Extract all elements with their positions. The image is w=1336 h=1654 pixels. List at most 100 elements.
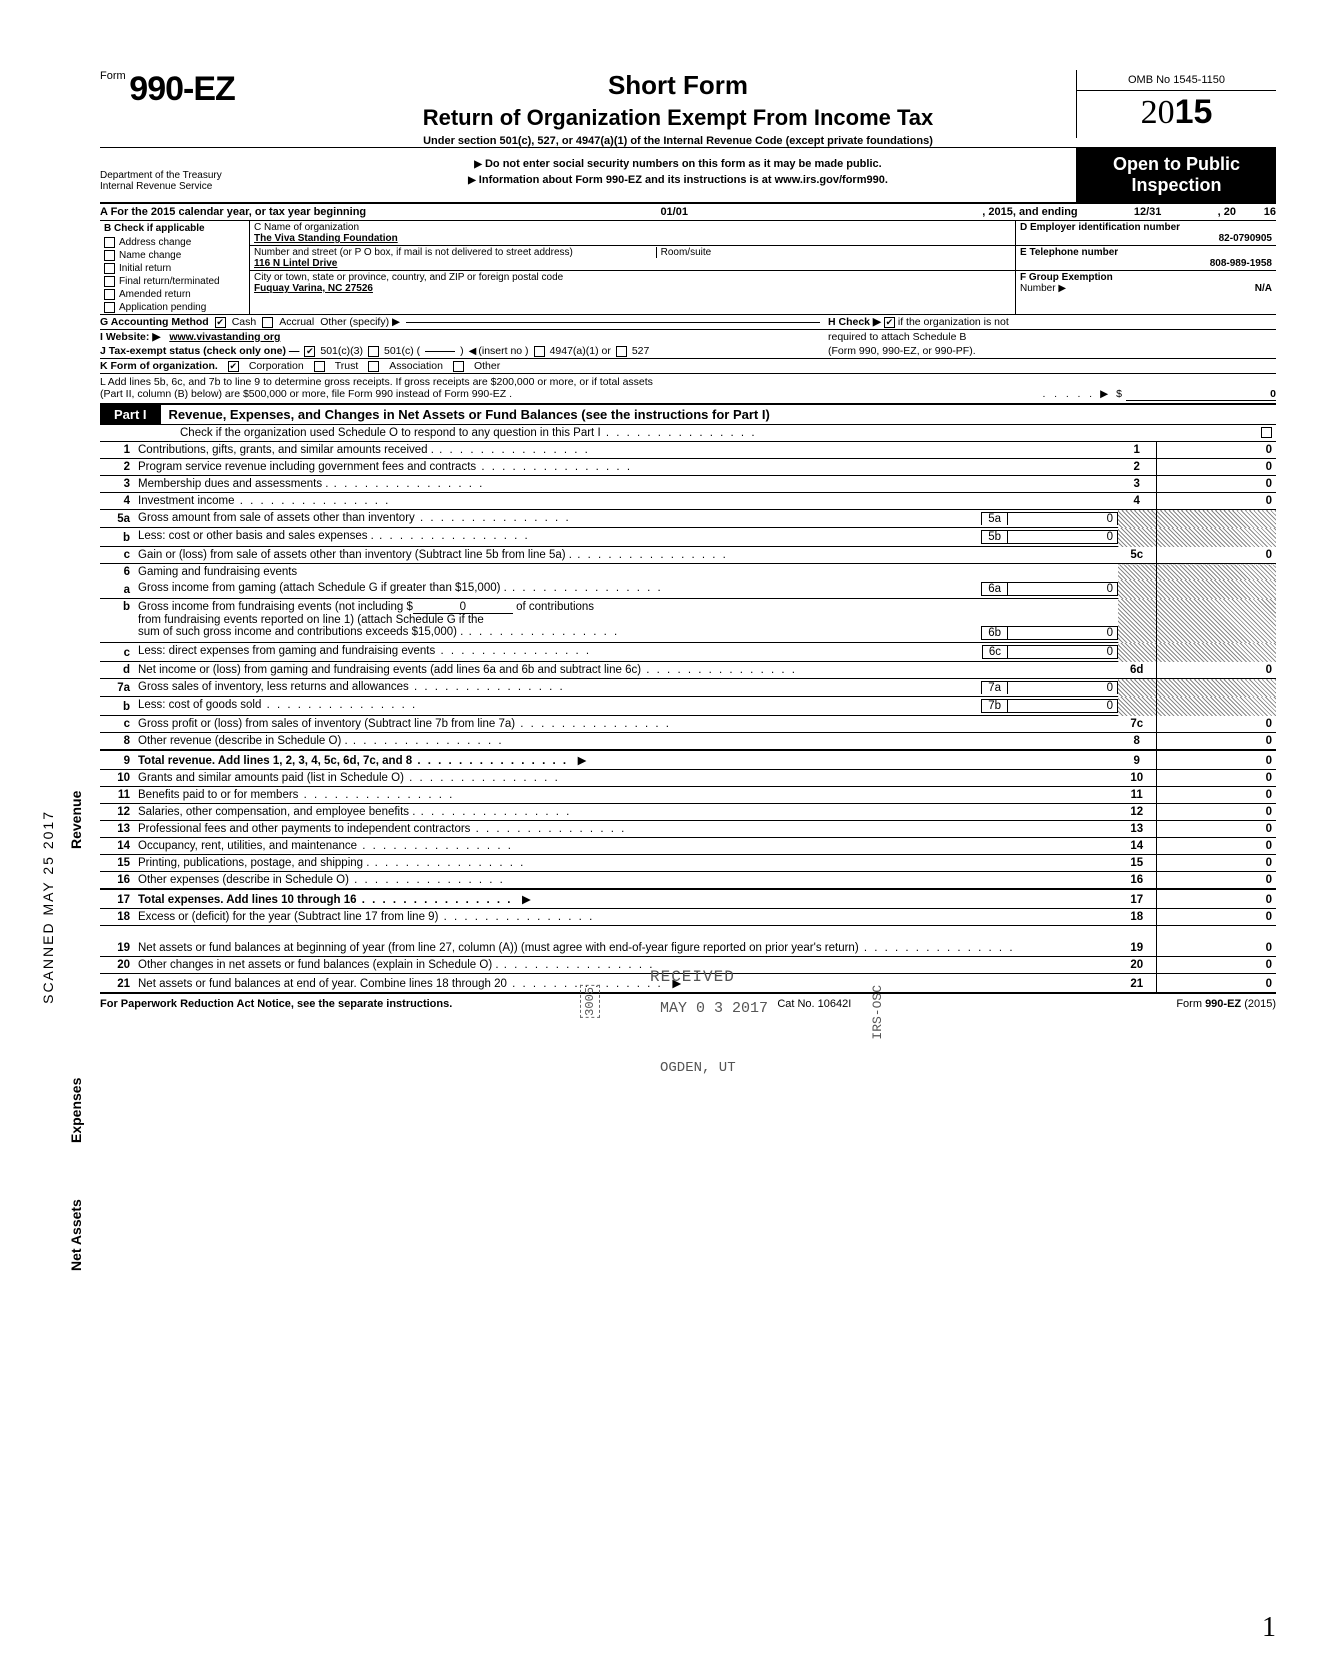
info-link: Information about Form 990-EZ and its in… — [280, 174, 1076, 186]
form-ref: Form 990-EZ (2015) — [1176, 998, 1276, 1010]
l-dollar: $ — [1116, 388, 1122, 401]
line-10: 10Grants and similar amounts paid (list … — [100, 770, 1276, 787]
dept-block: Department of the Treasury Internal Reve… — [100, 148, 280, 202]
line-16: 16Other expenses (describe in Schedule O… — [100, 872, 1276, 890]
part-1-header: Part I Revenue, Expenses, and Changes in… — [100, 403, 1276, 425]
form-number: 990-EZ — [129, 70, 235, 108]
website-value: www.vivastanding org — [169, 331, 280, 343]
checkbox-icon[interactable] — [104, 237, 115, 248]
phone-value: 808-989-1958 — [1020, 258, 1272, 269]
ein-value: 82-0790905 — [1020, 233, 1272, 244]
ssn-warning: Do not enter social security numbers on … — [280, 158, 1076, 170]
chk-pending[interactable]: Application pending — [100, 301, 249, 314]
chk-address[interactable]: Address change — [100, 236, 249, 249]
chk-other-org[interactable] — [453, 361, 464, 372]
street-label: Number and street (or P O box, if mail i… — [254, 247, 573, 258]
checkbox-icon[interactable] — [104, 289, 115, 300]
part-1-check-row: Check if the organization used Schedule … — [100, 425, 1276, 442]
l-line2-row: (Part II, column (B) below) are $500,000… — [100, 388, 1276, 401]
chk-corp[interactable]: ✔ — [228, 361, 239, 372]
c-name-block: C Name of organization The Viva Standing… — [250, 221, 1015, 246]
header-row2: Department of the Treasury Internal Reve… — [100, 147, 1276, 202]
line-a-yr: 16 — [1236, 206, 1276, 218]
org-name: The Viva Standing Foundation — [254, 233, 1011, 244]
row-g-h: G Accounting Method ✔Cash Accrual Other … — [100, 315, 1276, 330]
d-block: D Employer identification number 82-0790… — [1016, 221, 1276, 246]
f-label2: Number ▶ — [1020, 283, 1066, 294]
part-1-tag: Part I — [100, 405, 161, 424]
checkbox-icon[interactable] — [104, 250, 115, 261]
f-label: F Group Exemption — [1020, 272, 1113, 283]
dept-treasury: Department of the Treasury — [100, 170, 280, 181]
l-dots: . . . . . — [512, 388, 1092, 401]
line-6b: b Gross income from fundraising events (… — [100, 599, 1276, 643]
city-label: City or town, state or province, country… — [254, 272, 1011, 283]
stamp-3005: 3005 — [580, 985, 600, 1018]
row-i-h2: I Website: ▶ www.vivastanding org requir… — [100, 330, 1276, 344]
line-18: 18Excess or (deficit) for the year (Subt… — [100, 909, 1276, 926]
line-11: 11Benefits paid to or for members110 — [100, 787, 1276, 804]
irs-osc-stamp: IRS-OSC — [870, 985, 885, 1040]
checkbox-icon[interactable] — [104, 276, 115, 287]
open-public-2: Inspection — [1081, 175, 1272, 196]
open-to-public: Open to Public Inspection — [1076, 148, 1276, 202]
chk-amended[interactable]: Amended return — [100, 288, 249, 301]
chk-501c[interactable] — [368, 346, 379, 357]
form-header: Form 990-EZ Short Form Return of Organiz… — [100, 70, 1276, 147]
tab-revenue: Revenue — [68, 720, 84, 920]
irs-label: Internal Revenue Service — [100, 181, 280, 192]
l-value: 0 — [1126, 388, 1276, 401]
ghijkl-block: G Accounting Method ✔Cash Accrual Other … — [100, 315, 1276, 403]
line-15: 15Printing, publications, postage, and s… — [100, 855, 1276, 872]
city-value: Fuquay Varina, NC 27526 — [254, 283, 1011, 294]
line-a-begin: 01/01 — [366, 206, 982, 218]
chk-527[interactable] — [616, 346, 627, 357]
omb-year-block: OMB No 1545-1150 2015 — [1076, 70, 1276, 138]
chk-assoc[interactable] — [368, 361, 379, 372]
checkbox-icon[interactable] — [104, 263, 115, 274]
other-line — [406, 322, 820, 323]
cat-no: Cat No. 10642I — [777, 998, 851, 1010]
lines-table: 1Contributions, gifts, grants, and simil… — [100, 442, 1276, 994]
chk-4947[interactable] — [534, 346, 545, 357]
chk-accrual[interactable] — [262, 317, 273, 328]
chk-final[interactable]: Final return/terminated — [100, 275, 249, 288]
d-label: D Employer identification number — [1020, 222, 1272, 233]
part-1-checkbox[interactable] — [1261, 427, 1272, 438]
line-8: 8Other revenue (describe in Schedule O) … — [100, 733, 1276, 751]
room-label: Room/suite — [656, 247, 712, 258]
handwritten-page-number: 1 — [1262, 1612, 1276, 1644]
line-2: 2Program service revenue including gover… — [100, 459, 1276, 476]
l-line2: (Part II, column (B) below) are $500,000… — [100, 388, 512, 401]
street-value: 116 N Lintel Drive — [254, 258, 1011, 269]
instructions-block: Do not enter social security numbers on … — [280, 148, 1076, 202]
chk-h[interactable]: ✔ — [884, 317, 895, 328]
chk-initial[interactable]: Initial return — [100, 262, 249, 275]
chk-cash[interactable]: ✔ — [215, 317, 226, 328]
form-prefix: Form — [100, 70, 126, 82]
short-form-title: Short Form — [290, 70, 1066, 101]
tax-year: 2015 — [1077, 91, 1276, 138]
l-arrow: ▶ — [1100, 388, 1108, 401]
line-6: 6Gaming and fundraising events — [100, 564, 1276, 581]
line-7a: 7aGross sales of inventory, less returns… — [100, 679, 1276, 697]
line-7b: bLess: cost of goods sold7b0 — [100, 697, 1276, 716]
chk-501c3[interactable]: ✔ — [304, 346, 315, 357]
open-public-1: Open to Public — [1081, 154, 1272, 175]
checkbox-icon[interactable] — [104, 302, 115, 313]
year-outline: 20 — [1141, 94, 1175, 131]
part-1-check-text: Check if the organization used Schedule … — [180, 427, 757, 439]
line-9: 9Total revenue. Add lines 1, 2, 3, 4, 5c… — [100, 750, 1276, 770]
group-exemption-value: N/A — [1255, 283, 1272, 294]
i-block: I Website: ▶ www.vivastanding org — [100, 331, 820, 343]
line-3: 3Membership dues and assessments .30 — [100, 476, 1276, 493]
l-line1: L Add lines 5b, 6c, and 7b to line 9 to … — [100, 376, 1276, 388]
year-bold: 15 — [1175, 93, 1213, 131]
line-5c: cGain or (loss) from sale of assets othe… — [100, 547, 1276, 564]
g-block: G Accounting Method ✔Cash Accrual Other … — [100, 316, 820, 328]
line-a-suffix: , 20 — [1218, 206, 1236, 218]
line-a-prefix: A For the 2015 calendar year, or tax yea… — [100, 206, 366, 218]
chk-name[interactable]: Name change — [100, 249, 249, 262]
chk-trust[interactable] — [314, 361, 325, 372]
g-label: G Accounting Method — [100, 316, 209, 328]
